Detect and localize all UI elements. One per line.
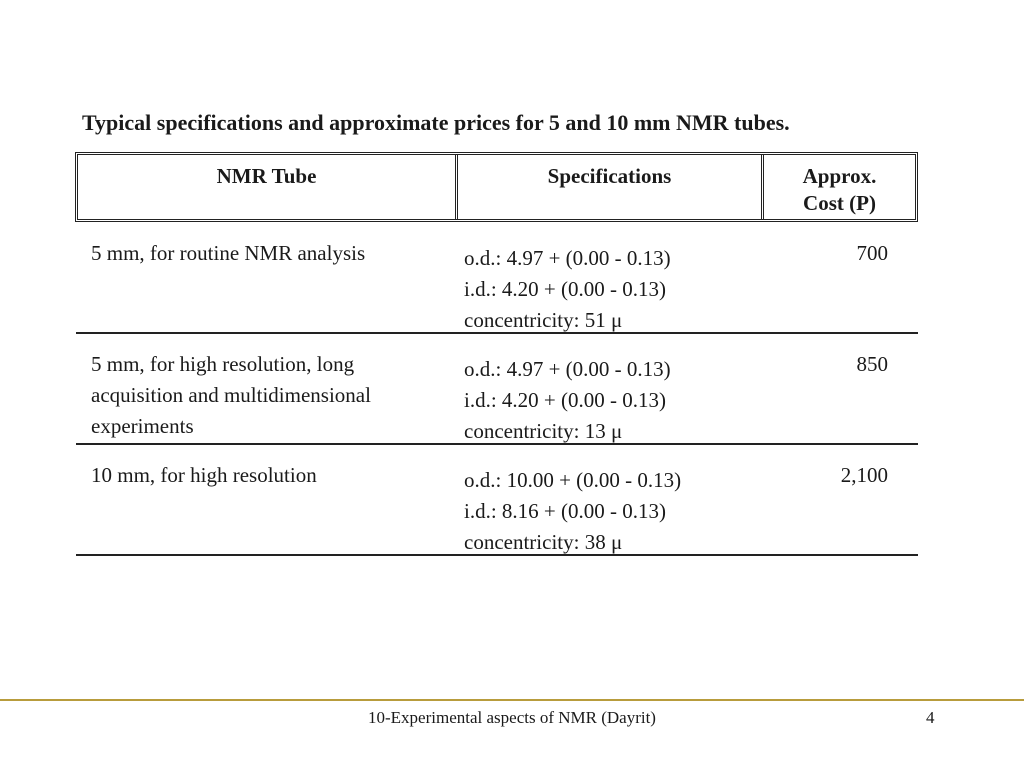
slide-title: Typical specifications and approximate p…	[82, 110, 790, 135]
table-row: 5 mm, for high resolution, long acquisit…	[76, 349, 918, 445]
tube-cost: 2,100	[840, 463, 888, 487]
spec-outer-diameter: o.d.: 10.00 + (0.00 - 0.13)	[464, 468, 682, 492]
tube-specifications: o.d.: 4.97 + (0.00 - 0.13) i.d.: 4.20 + …	[464, 354, 764, 447]
spec-outer-diameter: o.d.: 4.97 + (0.00 - 0.13)	[464, 357, 671, 381]
header-cost-line1: Approx.	[802, 164, 877, 188]
description-line: 10 mm, for high resolution	[91, 463, 317, 487]
table-row: 5 mm, for routine NMR analysis o.d.: 4.9…	[76, 238, 918, 334]
description-line: acquisition and multidimensional	[91, 383, 371, 407]
spec-inner-diameter: i.d.: 4.20 + (0.00 - 0.13)	[464, 277, 666, 301]
description-line: 5 mm, for high resolution, long	[91, 352, 355, 376]
spec-outer-diameter: o.d.: 4.97 + (0.00 - 0.13)	[464, 246, 671, 270]
tube-cost: 700	[856, 241, 889, 265]
spec-concentricity: concentricity: 38 μ	[464, 530, 623, 554]
spec-concentricity: concentricity: 13 μ	[464, 419, 623, 443]
header-nmr-tube: NMR Tube	[216, 164, 317, 188]
header-approx-cost: Approx. Cost (P)	[761, 155, 915, 219]
tube-specifications: o.d.: 10.00 + (0.00 - 0.13) i.d.: 8.16 +…	[464, 465, 764, 558]
footer-divider	[0, 699, 1024, 701]
footer-text: 10-Experimental aspects of NMR (Dayrit)	[368, 708, 656, 727]
header-cost-line2: Cost (P)	[803, 191, 876, 215]
tube-cost: 850	[856, 352, 889, 376]
spec-inner-diameter: i.d.: 4.20 + (0.00 - 0.13)	[464, 388, 666, 412]
spec-concentricity: concentricity: 51 μ	[464, 308, 623, 332]
tube-description: 5 mm, for routine NMR analysis	[91, 238, 441, 269]
tube-description: 5 mm, for high resolution, long acquisit…	[91, 349, 441, 442]
tube-specifications: o.d.: 4.97 + (0.00 - 0.13) i.d.: 4.20 + …	[464, 243, 764, 336]
spec-inner-diameter: i.d.: 8.16 + (0.00 - 0.13)	[464, 499, 666, 523]
tube-description: 10 mm, for high resolution	[91, 460, 441, 491]
page-number: 4	[926, 708, 935, 727]
table-row: 10 mm, for high resolution o.d.: 10.00 +…	[76, 460, 918, 556]
description-line: 5 mm, for routine NMR analysis	[91, 241, 366, 265]
description-line: experiments	[91, 414, 194, 438]
header-specifications: Specifications	[455, 155, 761, 219]
table-header: NMR Tube Specifications Approx. Cost (P)	[75, 152, 918, 222]
